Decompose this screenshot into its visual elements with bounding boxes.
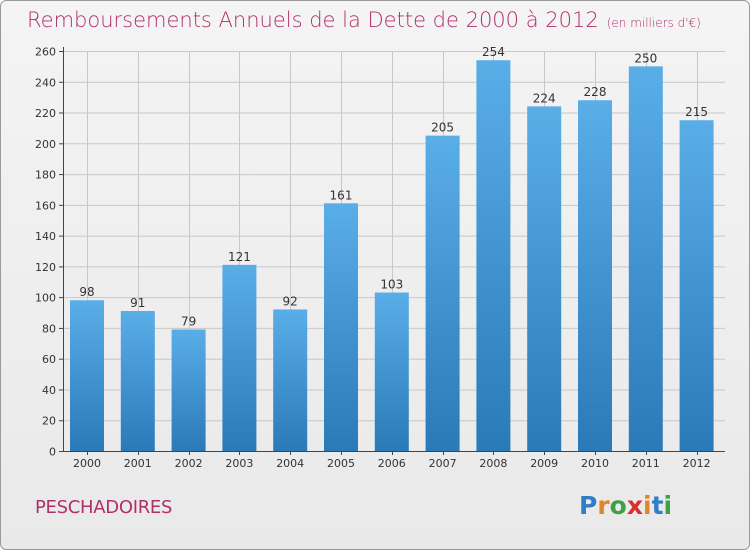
logo-letter: o [609, 491, 627, 520]
bar-value-label: 91 [130, 296, 145, 310]
bar-value-label: 103 [380, 278, 403, 292]
bar [628, 66, 663, 451]
x-tick-label: 2001 [124, 457, 152, 470]
bar-value-label: 161 [330, 188, 353, 202]
bar [70, 300, 104, 451]
chart-title-text: Remboursements Annuels de la Dette de 20… [27, 8, 599, 32]
x-tick-label: 2010 [581, 457, 609, 470]
bar-value-label: 98 [79, 285, 94, 299]
y-tick-label: 180 [35, 169, 56, 182]
y-tick-label: 260 [35, 46, 56, 59]
x-tick-label: 2002 [175, 457, 203, 470]
bar [679, 120, 714, 451]
y-tick-label: 40 [42, 384, 56, 397]
bar [273, 309, 308, 451]
logo-letter: P [579, 491, 598, 520]
y-tick-label: 220 [35, 107, 56, 120]
y-tick-label: 140 [35, 230, 56, 243]
logo-letter: x [626, 491, 643, 520]
bar [374, 292, 409, 451]
logo-letter: i [663, 491, 673, 520]
bar [324, 203, 358, 451]
x-tick-label: 2012 [683, 457, 711, 470]
y-tick-label: 240 [35, 76, 56, 89]
x-tick-label: 2005 [327, 457, 355, 470]
bar [222, 264, 257, 451]
bar-value-label: 205 [431, 121, 454, 135]
x-tick-label: 2011 [632, 457, 660, 470]
x-tick-label: 2008 [479, 457, 507, 470]
bar-value-label: 79 [181, 314, 196, 328]
chart-subtitle: (en milliers d'€) [606, 16, 701, 30]
x-tick-label: 2003 [225, 457, 253, 470]
y-tick-label: 0 [49, 446, 56, 459]
bar-value-label: 215 [685, 105, 708, 119]
bar-value-label: 121 [228, 250, 251, 264]
logo-letter: i [643, 491, 652, 520]
bar-value-label: 92 [283, 294, 298, 308]
axes [59, 47, 725, 455]
bar-value-label: 228 [584, 85, 607, 99]
bar-value-label: 224 [533, 91, 556, 105]
y-tick-label: 200 [35, 138, 56, 151]
bars [70, 60, 714, 451]
bar-value-label: 254 [482, 45, 505, 59]
bar [578, 100, 612, 451]
y-tick-label: 120 [35, 261, 56, 274]
bar [425, 135, 460, 451]
logo-letter: t [651, 491, 664, 520]
x-tick-label: 2006 [378, 457, 406, 470]
y-tick-label: 100 [35, 292, 56, 305]
y-tick-label: 20 [42, 415, 56, 428]
y-tick-label: 160 [35, 199, 56, 212]
chart-title: Remboursements Annuels de la Dette de 20… [27, 8, 701, 32]
x-tick-label: 2007 [429, 457, 457, 470]
x-tick-label: 2000 [73, 457, 101, 470]
bar [171, 329, 206, 451]
x-tick-label: 2004 [276, 457, 304, 470]
x-tick-label: 2009 [530, 457, 558, 470]
bar [476, 60, 511, 451]
bar [120, 311, 155, 451]
y-tick-label: 60 [42, 353, 56, 366]
labels: 0 20 40 60 80 100 120 140 160 180 200 220 240 260 98 20… [35, 45, 711, 470]
logo-letter: r [597, 491, 610, 520]
y-tick-label: 80 [42, 322, 56, 335]
bar-value-label: 250 [634, 51, 657, 65]
proxiti-logo: Proxiti [579, 491, 672, 520]
commune-name: PESCHADOIRES [35, 497, 173, 518]
bar [527, 106, 562, 451]
